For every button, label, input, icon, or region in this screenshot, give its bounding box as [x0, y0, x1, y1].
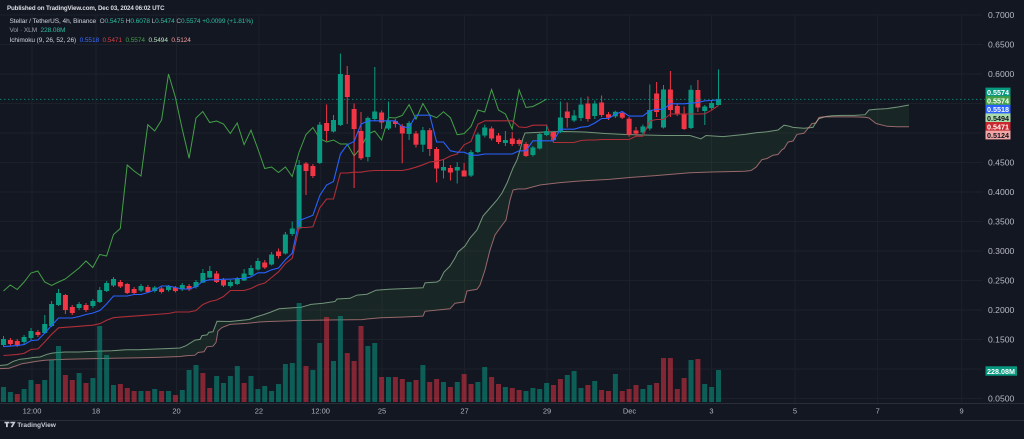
svg-text:0.5494: 0.5494 [987, 114, 1009, 123]
svg-text:0.0500: 0.0500 [988, 394, 1015, 404]
svg-text:228.08M: 228.08M [987, 367, 1015, 376]
svg-text:0.5574: 0.5574 [987, 97, 1009, 106]
svg-text:0.2500: 0.2500 [988, 276, 1015, 286]
svg-text:3: 3 [709, 407, 713, 416]
svg-text:27: 27 [460, 407, 468, 416]
svg-text:0.4000: 0.4000 [988, 187, 1015, 197]
svg-text:29: 29 [543, 407, 551, 416]
svg-text:22: 22 [255, 407, 263, 416]
svg-text:Dec: Dec [623, 407, 637, 416]
svg-text:0.1500: 0.1500 [988, 335, 1015, 345]
svg-text:5: 5 [793, 407, 797, 416]
svg-text:9: 9 [960, 407, 964, 416]
svg-text:0.3500: 0.3500 [988, 217, 1015, 227]
svg-text:18: 18 [92, 407, 100, 416]
svg-text:0.7000: 0.7000 [988, 10, 1015, 20]
svg-text:0.5518: 0.5518 [987, 105, 1009, 114]
svg-text:0.5124: 0.5124 [987, 131, 1009, 140]
svg-text:0.4500: 0.4500 [988, 158, 1015, 168]
svg-text:0.5471: 0.5471 [987, 122, 1009, 131]
svg-text:12:00: 12:00 [311, 407, 330, 416]
svg-text:0.6000: 0.6000 [988, 69, 1015, 79]
svg-text:0.6500: 0.6500 [988, 40, 1015, 50]
svg-text:0.5574: 0.5574 [987, 88, 1009, 97]
svg-text:25: 25 [378, 407, 386, 416]
svg-text:0.3000: 0.3000 [988, 246, 1015, 256]
svg-text:12:00: 12:00 [23, 407, 42, 416]
svg-text:7: 7 [876, 407, 880, 416]
svg-text:0.2000: 0.2000 [988, 305, 1015, 315]
svg-text:TradingView: TradingView [17, 422, 57, 429]
svg-text:20: 20 [172, 407, 180, 416]
